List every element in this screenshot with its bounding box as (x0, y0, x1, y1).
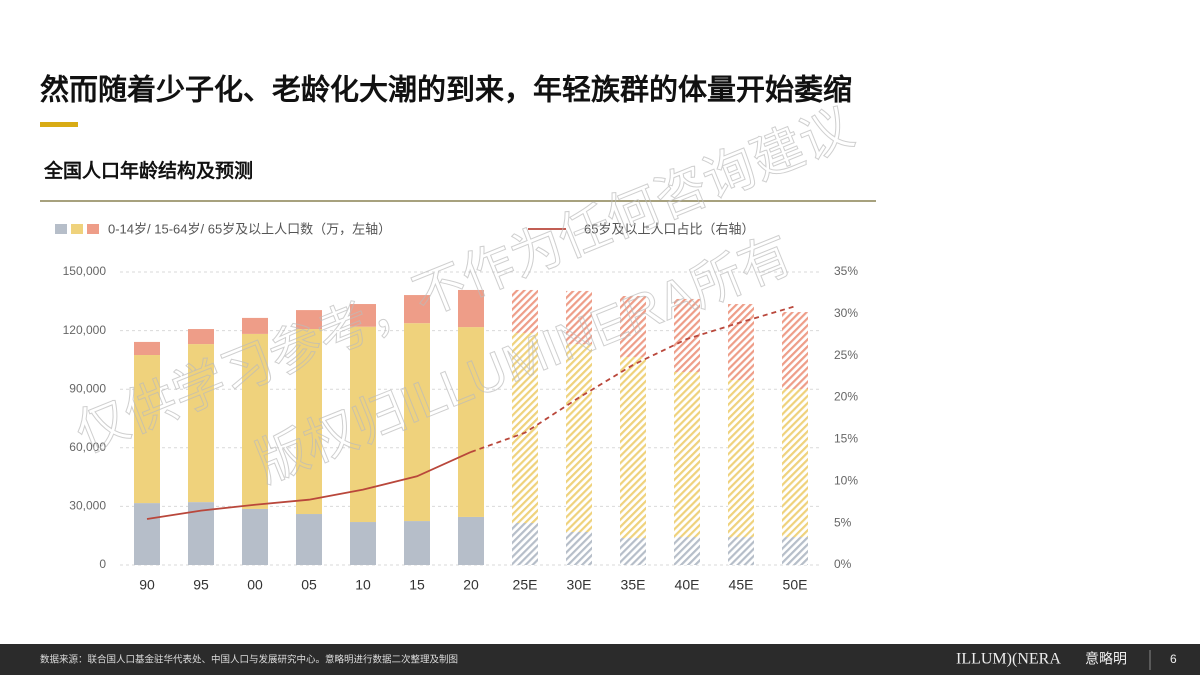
bar-segment (350, 522, 376, 565)
y2-tick-label: 30% (834, 306, 858, 320)
x-tick-label: 05 (301, 577, 317, 593)
y2-tick-label: 5% (834, 515, 852, 529)
bar-segment (512, 289, 538, 333)
bar-segment (296, 310, 322, 330)
chart-title: 全国人口年龄结构及预测 (43, 159, 253, 182)
y2-tick-label: 10% (834, 473, 858, 487)
x-tick-label: 95 (193, 577, 209, 593)
bar-segment (782, 312, 808, 390)
bar-segment (728, 537, 754, 565)
x-tick-label: 20 (463, 577, 479, 593)
bar-segment (566, 290, 592, 345)
y-tick-label: 120,000 (63, 323, 107, 337)
bar-segment (188, 344, 214, 503)
x-tick-label: 00 (247, 577, 263, 593)
x-tick-label: 35E (621, 577, 646, 593)
bar-segment (620, 538, 646, 565)
y2-tick-label: 25% (834, 348, 858, 362)
legend-swatch (87, 224, 99, 234)
footer-source: 数据来源：联合国人口基金驻华代表处、中国人口与发展研究中心。意略明进行数据二次整… (40, 654, 458, 666)
bar-segment (296, 514, 322, 565)
bar-segment (242, 317, 268, 334)
bar-segment (620, 296, 646, 357)
bar-segment (404, 521, 430, 565)
bar-segment (458, 289, 484, 328)
x-tick-label: 45E (729, 577, 754, 593)
x-tick-label: 30E (567, 577, 592, 593)
x-tick-label: 90 (139, 577, 155, 593)
x-tick-label: 15 (409, 577, 425, 593)
bar-segment (350, 304, 376, 327)
bar-segment (566, 344, 592, 532)
footer-brand: ILLUM)(NERA (956, 651, 1061, 668)
x-tick-label: 25E (513, 577, 538, 593)
y2-tick-label: 0% (834, 557, 852, 571)
y2-tick-label: 35% (834, 264, 858, 278)
legend-swatch (55, 224, 67, 234)
bar-segment (404, 295, 430, 324)
bar-segment (242, 508, 268, 565)
footer-brand-cn: 意略明 (1085, 651, 1127, 667)
bar-segment (512, 523, 538, 565)
bar-segment (782, 537, 808, 565)
bar-segment (674, 537, 700, 565)
y2-tick-label: 15% (834, 432, 858, 446)
legend-label: 0-14岁/ 15-64岁/ 65岁及以上人口数（万，左轴） (108, 221, 391, 236)
bar-segment (134, 341, 160, 356)
x-tick-label: 10 (355, 577, 371, 593)
y-tick-label: 60,000 (69, 440, 106, 454)
bar-segment (242, 333, 268, 509)
x-tick-label: 50E (783, 577, 808, 593)
bar-segment (296, 329, 322, 515)
y-tick-label: 0 (99, 557, 106, 571)
bar-segment (620, 356, 646, 539)
y2-tick-label: 20% (834, 390, 858, 404)
bar-segment (566, 531, 592, 565)
bar-segment (134, 503, 160, 565)
legend-swatch (71, 224, 83, 234)
bar-segment (188, 329, 214, 345)
line-series (470, 305, 796, 453)
y-tick-label: 90,000 (69, 381, 106, 395)
legend-label: 65岁及以上人口占比（右轴） (584, 221, 754, 236)
page-number: 6 (1170, 652, 1177, 666)
bar-segment (674, 372, 700, 538)
bar-segment (728, 304, 754, 381)
bar-segment (458, 516, 484, 565)
bar-segment (782, 389, 808, 538)
bar-segment (458, 327, 484, 517)
bar-segment (728, 380, 754, 538)
title-accent (40, 122, 78, 127)
y-tick-label: 150,000 (63, 264, 107, 278)
bar-segment (134, 355, 160, 504)
slide-title: 然而随着少子化、老龄化大潮的到来，年轻族群的体量开始萎缩 (40, 73, 852, 107)
line-series (146, 451, 472, 520)
bar-segment (404, 323, 430, 522)
y-tick-label: 30,000 (69, 499, 106, 513)
footer-bar (0, 644, 1200, 675)
x-tick-label: 40E (675, 577, 700, 593)
